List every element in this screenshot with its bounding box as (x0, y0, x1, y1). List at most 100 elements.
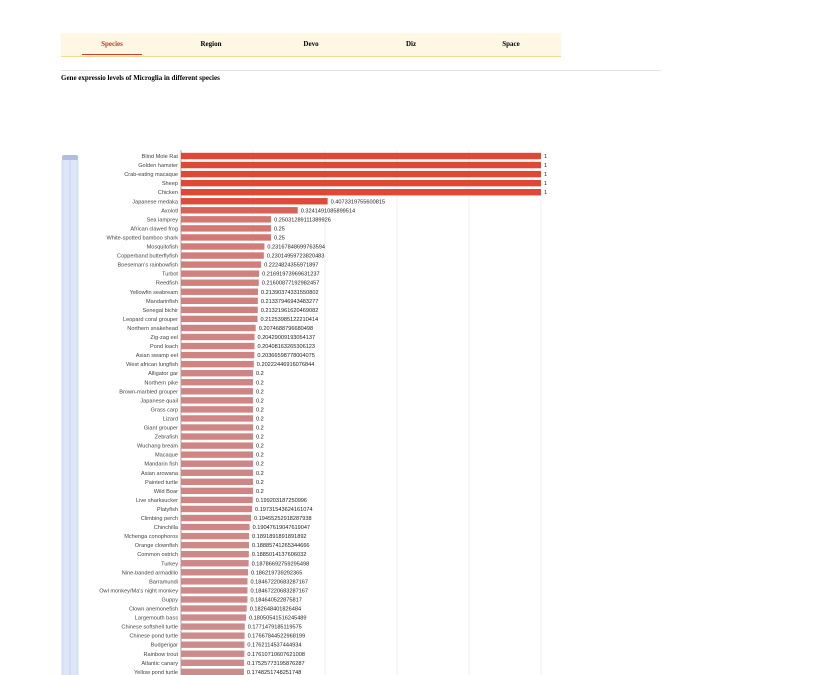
chart-title: Gene expressio levels of Microglia in di… (61, 74, 220, 82)
category-label: Platyfish (157, 507, 178, 513)
bar[interactable] (181, 234, 271, 241)
bar[interactable] (181, 261, 262, 268)
bar[interactable] (181, 406, 253, 413)
bar[interactable] (181, 152, 541, 160)
value-label: 0.17525773195876287 (247, 661, 305, 667)
bar[interactable] (181, 270, 260, 277)
bar[interactable] (181, 297, 258, 304)
category-label: Live sharksucker (136, 498, 178, 504)
bar[interactable] (181, 614, 246, 621)
category-label: Northern pike (144, 380, 178, 386)
value-label: 0.182648401826484 (250, 607, 301, 613)
bar[interactable] (181, 523, 250, 531)
bar[interactable] (181, 578, 248, 585)
value-label: 0.1885014137606032 (252, 552, 306, 558)
bar[interactable] (181, 397, 253, 404)
value-label: 0.21321961620469082 (261, 308, 319, 314)
bar[interactable] (181, 351, 255, 359)
bar[interactable] (181, 541, 249, 549)
value-label: 0.2 (256, 426, 264, 432)
value-label: 0.21691973969631237 (262, 272, 320, 278)
bar[interactable] (181, 632, 245, 639)
value-label: 0.25031289111389926 (274, 217, 331, 223)
bar[interactable] (181, 442, 253, 449)
bar[interactable] (181, 315, 258, 323)
bar[interactable] (181, 478, 253, 485)
zoom-slider-handle[interactable] (62, 155, 78, 160)
bar[interactable] (181, 216, 272, 223)
category-label: Boeseman's rainbowfish (118, 263, 178, 269)
bar[interactable] (181, 415, 253, 422)
bar[interactable] (181, 179, 541, 187)
bar[interactable] (181, 342, 255, 350)
category-label: Senegal bichir (143, 308, 179, 314)
value-label: 0.20222446916076844 (257, 362, 315, 368)
bar[interactable] (181, 424, 253, 431)
value-label: 0.21253985122210414 (261, 317, 319, 323)
bar[interactable] (181, 551, 249, 558)
bar[interactable] (181, 189, 541, 196)
tab-space[interactable]: Space (502, 40, 520, 48)
value-label: 0.21600877192982457 (262, 281, 320, 287)
bar[interactable] (181, 243, 265, 250)
bar[interactable] (181, 379, 253, 386)
bar[interactable] (181, 505, 253, 513)
bar[interactable] (181, 641, 245, 648)
bar[interactable] (181, 496, 253, 504)
tab-region[interactable]: Region (200, 40, 222, 48)
value-label: 0.2224824355971897 (264, 263, 318, 269)
bar[interactable] (181, 668, 244, 675)
bar[interactable] (181, 198, 328, 205)
value-label: 1 (544, 172, 547, 178)
tab-diz[interactable]: Diz (405, 40, 417, 48)
bar[interactable] (181, 487, 253, 495)
bar[interactable] (181, 170, 541, 178)
bar[interactable] (181, 659, 245, 666)
value-label: 0.2074688796680498 (259, 326, 313, 332)
value-label: 0.21390374331550802 (261, 290, 319, 296)
bar[interactable] (181, 370, 253, 377)
bar[interactable] (181, 161, 541, 169)
bar[interactable] (181, 623, 245, 630)
bar[interactable] (181, 288, 259, 295)
bar[interactable] (181, 605, 247, 612)
category-label: Mchenga conophoros (124, 534, 178, 540)
bar[interactable] (181, 514, 252, 522)
bar[interactable] (181, 252, 264, 259)
value-label: 0.19731543624161074 (255, 507, 313, 513)
bar[interactable] (181, 569, 249, 576)
value-label: 0.19455252918287938 (254, 516, 312, 522)
bar[interactable] (181, 596, 248, 603)
category-label: Turkey (161, 561, 178, 567)
bar[interactable] (181, 433, 253, 440)
value-label: 0.18786692759295498 (252, 561, 310, 567)
bar[interactable] (181, 460, 253, 467)
bar[interactable] (181, 650, 245, 657)
tab-species[interactable]: Species (82, 33, 142, 56)
bar[interactable] (181, 306, 258, 314)
bar[interactable] (181, 388, 253, 395)
bar[interactable] (181, 560, 249, 567)
value-label: 1 (544, 154, 547, 160)
bar[interactable] (181, 587, 248, 594)
bar[interactable] (181, 532, 250, 540)
value-label: 1 (544, 181, 547, 187)
bar[interactable] (181, 225, 271, 232)
tab-devo[interactable]: Devo (303, 40, 319, 48)
value-label: 0.186219739292365 (251, 570, 302, 576)
category-label: Chicken (158, 190, 178, 196)
bar[interactable] (181, 207, 298, 214)
value-label: 0.17667844522968199 (248, 634, 306, 640)
value-label: 0.23014959723820483 (267, 254, 325, 260)
bar[interactable] (181, 324, 256, 332)
bar[interactable] (181, 279, 259, 286)
value-label: 0.2 (256, 435, 264, 441)
bar[interactable] (181, 360, 254, 368)
value-label: 0.2 (256, 444, 264, 450)
bar[interactable] (181, 451, 253, 458)
value-label: 0.2 (256, 471, 264, 477)
bar[interactable] (181, 333, 255, 341)
value-label: 0.2 (256, 371, 264, 377)
value-label: 0.25 (274, 226, 285, 232)
bar[interactable] (181, 469, 253, 476)
